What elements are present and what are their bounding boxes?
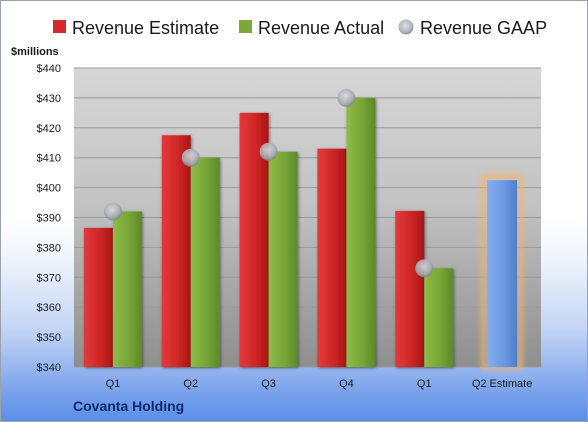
gridlines [74,67,541,368]
x-tick-label: Q1 [417,378,432,390]
y-tick-label: $430 [37,93,61,105]
y-tick-label: $350 [37,332,61,344]
bar-revenue-estimate [395,210,425,367]
bar-revenue-actual [346,97,376,368]
y-tick-label: $420 [37,123,61,135]
x-tick-label: Q2 Estimate [472,378,533,390]
x-tick-label: Q4 [339,378,354,390]
company-name: Covanta Holding [73,398,185,414]
bars [83,97,524,370]
y-tick-label: $360 [37,302,61,314]
bar-revenue-estimate [317,148,347,367]
y-tick-label: $340 [37,362,61,374]
legend: Revenue Estimate Revenue Actual Revenue … [53,18,547,38]
legend-swatch-actual [239,20,252,33]
legend-label-actual: Revenue Actual [258,18,384,38]
y-axis-ticks: $340 $350 $360 $370 $380 $390 $400 $410 $420 $430… [37,63,61,374]
legend-label-gaap: Revenue GAAP [420,18,547,38]
marker-revenue-gaap [415,259,434,278]
y-tick-label: $370 [37,272,61,284]
legend-marker-gaap [398,19,414,35]
bar-q2-estimate [487,180,518,367]
marker-revenue-gaap [181,148,200,167]
bar-revenue-actual [424,268,454,367]
y-tick-label: $410 [37,153,61,165]
gaap-markers [103,88,434,278]
legend-label-estimate: Revenue Estimate [72,18,219,38]
y-tick-label: $390 [37,213,61,225]
x-tick-label: Q1 [106,378,121,390]
legend-swatch-estimate [53,20,66,33]
bar-revenue-actual [268,151,298,367]
y-tick-label: $400 [37,183,61,195]
x-axis-labels: Q1 Q2 Q3 Q4 Q1 Q2 Estimate [106,378,533,390]
bar-revenue-estimate [161,135,191,367]
y-tick-label: $440 [37,63,61,75]
marker-revenue-gaap [259,142,278,161]
y-tick-label: $380 [37,242,61,254]
marker-revenue-gaap [337,88,356,107]
marker-revenue-gaap [103,202,122,221]
bar-revenue-estimate [83,227,113,367]
bar-revenue-actual [112,211,142,367]
y-axis-unit-label: $millions [11,46,59,58]
x-tick-label: Q2 [183,378,198,390]
bar-revenue-actual [190,157,220,367]
x-tick-label: Q3 [261,378,276,390]
